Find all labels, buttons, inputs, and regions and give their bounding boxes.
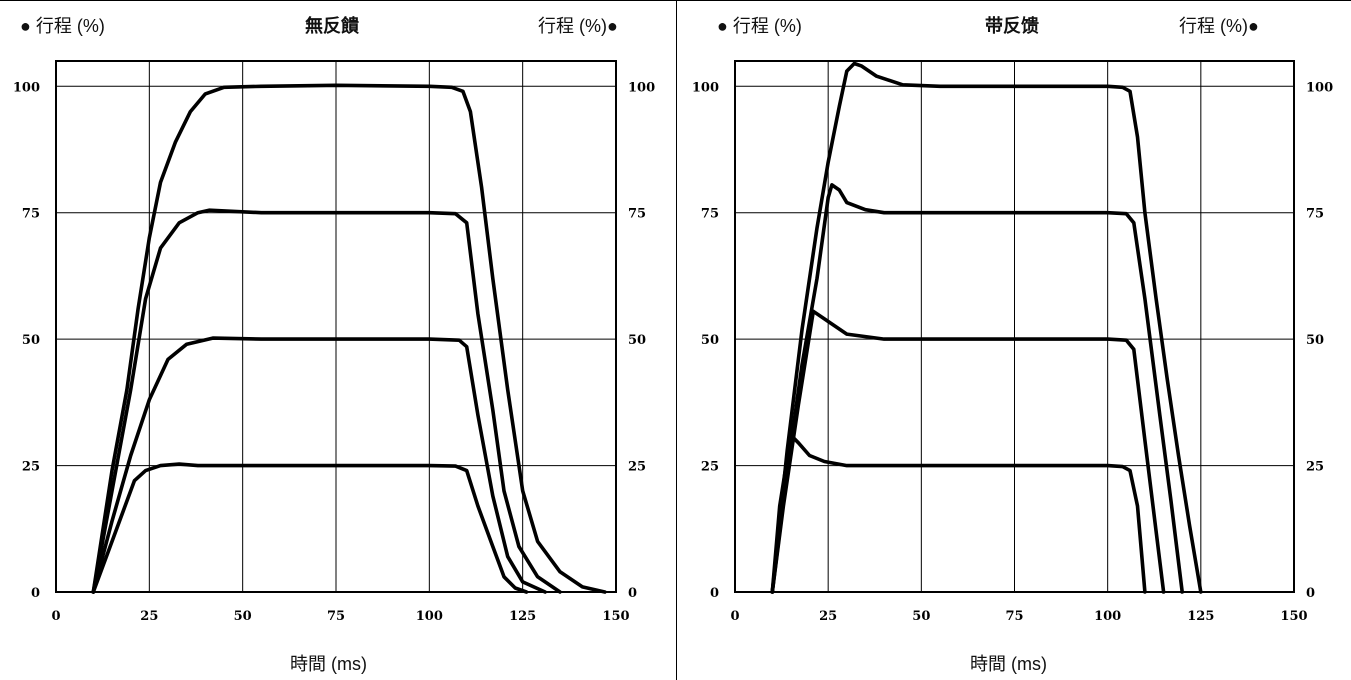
y-tick-label-left: 100 bbox=[13, 80, 40, 95]
x-tick-label: 0 bbox=[730, 609, 739, 624]
x-tick-label: 75 bbox=[327, 609, 345, 624]
top-border bbox=[0, 0, 1351, 1]
series-line-2 bbox=[91, 336, 547, 594]
y-tick-label-left: 75 bbox=[22, 207, 40, 222]
y-tick-label-right: 75 bbox=[1306, 207, 1324, 222]
right-axis-title: 行程 (%)● bbox=[538, 16, 618, 36]
chart-title: 無反饋 bbox=[305, 16, 359, 36]
y-tick-label-right: 100 bbox=[628, 80, 655, 95]
y-tick-label-left: 0 bbox=[31, 586, 40, 601]
x-axis-title: 時間 (ms) bbox=[290, 654, 367, 674]
y-tick-label-left: 75 bbox=[701, 207, 719, 222]
x-tick-label: 150 bbox=[1280, 609, 1307, 624]
y-tick-label-right: 0 bbox=[628, 586, 637, 601]
x-tick-label: 125 bbox=[509, 609, 536, 624]
left-axis-title: ● 行程 (%) bbox=[20, 16, 105, 36]
chart-title: 带反馈 bbox=[985, 16, 1039, 36]
y-tick-label-right: 100 bbox=[1306, 80, 1333, 95]
series-line-3 bbox=[91, 208, 562, 594]
y-tick-label-left: 100 bbox=[692, 80, 719, 95]
x-tick-label: 50 bbox=[912, 609, 930, 624]
x-tick-label: 25 bbox=[819, 609, 837, 624]
y-tick-label-left: 25 bbox=[22, 460, 40, 475]
x-tick-label: 100 bbox=[416, 609, 443, 624]
series-line-2 bbox=[770, 309, 1166, 594]
x-axis-title: 時間 (ms) bbox=[970, 654, 1047, 674]
series-line-3 bbox=[770, 183, 1184, 594]
x-tick-label: 50 bbox=[234, 609, 252, 624]
series-line-4 bbox=[770, 61, 1203, 594]
x-tick-label: 125 bbox=[1187, 609, 1214, 624]
series-line-4 bbox=[91, 83, 607, 594]
x-tick-label: 25 bbox=[140, 609, 158, 624]
x-tick-label: 75 bbox=[1005, 609, 1023, 624]
left-axis-title: ● 行程 (%) bbox=[717, 16, 802, 36]
x-tick-label: 100 bbox=[1094, 609, 1121, 624]
x-tick-label: 0 bbox=[51, 609, 60, 624]
y-tick-label-left: 25 bbox=[701, 460, 719, 475]
chart-panel-with-feedback: ● 行程 (%) 带反馈 行程 (%)● 0 25 50 75 100 125 150 0 0 2… bbox=[677, 0, 1351, 680]
panel-divider bbox=[676, 0, 677, 680]
y-tick-label-right: 25 bbox=[1306, 460, 1324, 475]
series-line-1 bbox=[91, 462, 529, 594]
y-tick-label-right: 25 bbox=[628, 460, 646, 475]
y-tick-label-left: 50 bbox=[701, 333, 719, 348]
chart-panel-no-feedback: ● 行程 (%) 無反饋 行程 (%)● 0 25 50 75 100 125 150 0 0 2… bbox=[13, 16, 655, 674]
x-tick-label: 150 bbox=[602, 609, 629, 624]
y-tick-label-right: 75 bbox=[628, 207, 646, 222]
y-tick-label-right: 50 bbox=[628, 333, 646, 348]
y-tick-label-right: 50 bbox=[1306, 333, 1324, 348]
y-tick-label-left: 0 bbox=[710, 586, 719, 601]
y-tick-label-right: 0 bbox=[1306, 586, 1315, 601]
y-tick-label-left: 50 bbox=[22, 333, 40, 348]
right-axis-title: 行程 (%)● bbox=[1179, 16, 1259, 36]
